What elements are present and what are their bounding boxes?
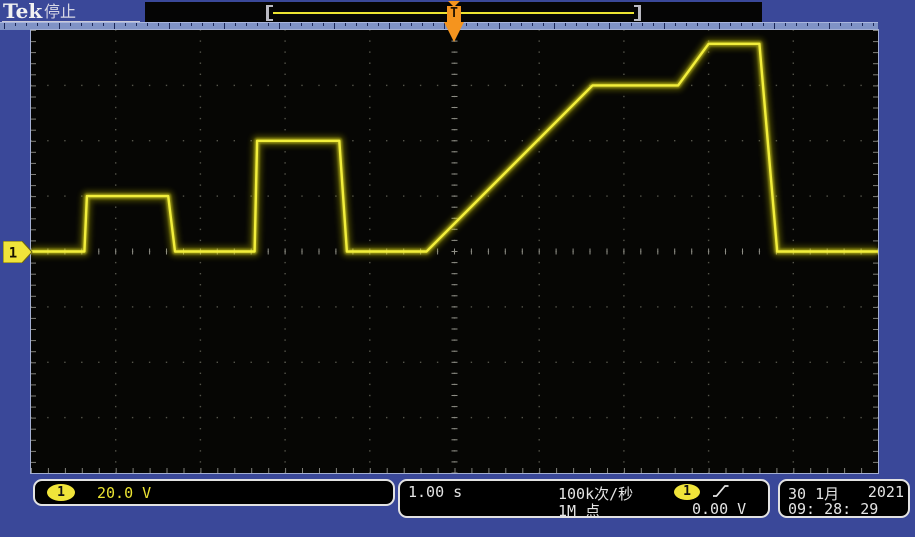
- year-readout: 2021: [867, 483, 904, 501]
- trigger-position-top-arrow-icon: [448, 1, 460, 7]
- trigger-position-t-icon: T: [447, 6, 461, 22]
- horizontal-acquisition-trigger-box[interactable]: 1.00 s 100k次/秒 1M 点 1 0.00 V: [398, 479, 770, 520]
- ch1-waveform: [31, 30, 878, 473]
- ch1-badge: 1: [47, 484, 75, 501]
- ch1-ground-marker[interactable]: 1: [3, 241, 33, 263]
- graticule: [30, 29, 879, 474]
- ch1-readout-box[interactable]: 1 20.0 V: [33, 479, 395, 506]
- scope-screen: Tek 停止 T 1: [0, 0, 915, 537]
- time-readout: 09: 28: 29: [788, 500, 879, 518]
- date-readout: 30 1月: [788, 485, 840, 503]
- trigger-source-badge: 1: [674, 484, 700, 500]
- acquisition-run-state: 停止: [44, 2, 77, 21]
- trigger-level-readout: 0.00 V: [692, 500, 747, 518]
- tek-logo: Tek: [3, 0, 43, 23]
- image-bottom-margin: [0, 537, 915, 552]
- ch1-scale-readout: 20.0 V: [97, 484, 152, 502]
- datetime-box: 30 1月 2021 09: 28: 29: [778, 479, 910, 518]
- record-length-readout: 1M 点: [558, 502, 601, 520]
- sample-rate-readout: 100k次/秒: [558, 485, 634, 503]
- rising-edge-icon: [713, 485, 729, 497]
- record-ruler: [0, 22, 878, 30]
- trigger-position-down-arrow-icon: [444, 22, 464, 42]
- record-window-right-bracket[interactable]: [634, 5, 641, 21]
- record-window-left-bracket[interactable]: [266, 5, 273, 21]
- horizontal-scale-readout: 1.00 s: [408, 483, 463, 501]
- svg-text:1: 1: [9, 246, 17, 262]
- trigger-position-marker[interactable]: T: [443, 1, 464, 43]
